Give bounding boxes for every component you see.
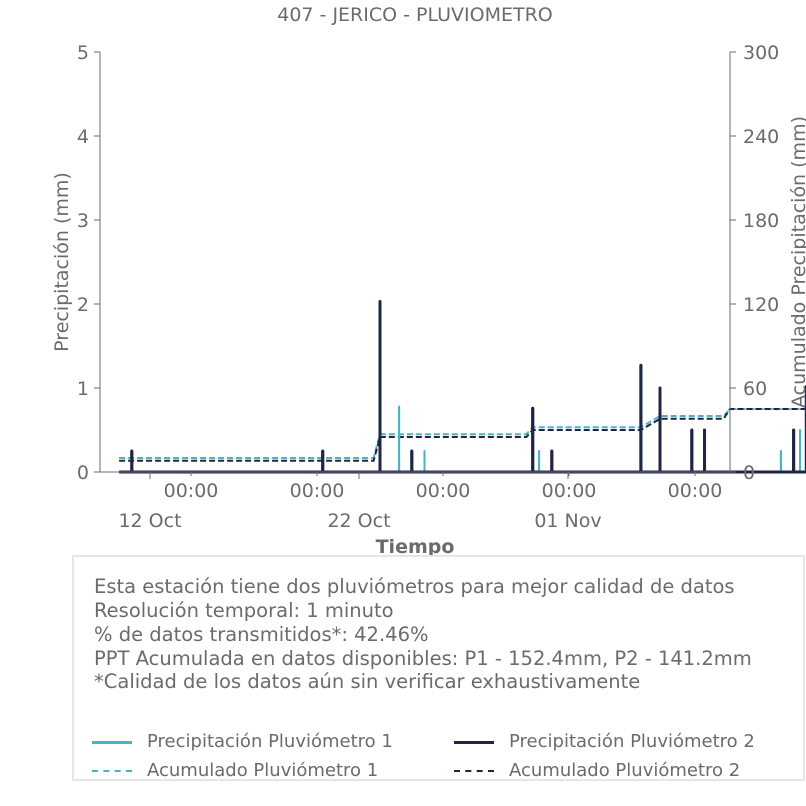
x-date-tick-label: 12 Oct: [118, 510, 181, 532]
chart-title: 407 - JERICO - PLUVIOMETRO: [277, 4, 553, 26]
x-time-tick-label: 00:00: [416, 480, 471, 502]
legend-swatch-a1: [92, 770, 132, 772]
info-line-transmitted: % de datos transmitidos*: 42.46%: [94, 623, 429, 646]
y-left-tick-label: 5: [77, 42, 89, 64]
legend-label-a1: Acumulado Pluviómetro 1: [147, 760, 379, 781]
x-axis-label: Tiempo: [376, 536, 455, 558]
y-axis-right-label: Acumulado Precipitación (mm): [788, 116, 806, 408]
info-box: Esta estación tiene dos pluviómetros par…: [72, 555, 805, 781]
info-line-resolution: Resolución temporal: 1 minuto: [94, 599, 394, 622]
x-date-tick-label: 01 Nov: [534, 510, 601, 532]
info-line-stations: Esta estación tiene dos pluviómetros par…: [94, 575, 735, 598]
legend-label-a2: Acumulado Pluviómetro 2: [509, 760, 741, 781]
y-axis-left-label: Precipitación (mm): [51, 172, 73, 352]
chart-marks: [119, 300, 806, 474]
x-time-tick-label: 00:00: [164, 480, 219, 502]
legend-label-p2: Precipitación Pluviómetro 2: [509, 731, 755, 752]
x-time-tick-label: 00:00: [668, 480, 723, 502]
y-right-tick-label: 120: [743, 294, 779, 316]
series-line-acumulado-2: [119, 408, 806, 462]
y-left-tick-label: 4: [77, 126, 89, 148]
info-line-quality-note: *Calidad de los datos aún sin verificar …: [94, 670, 641, 693]
y-left-tick-label: 0: [77, 462, 89, 484]
y-right-tick-label: 240: [743, 126, 779, 148]
y-right-tick-label: 180: [743, 210, 779, 232]
y-right-tick-label: 0: [743, 462, 755, 484]
y-left-tick-label: 3: [77, 210, 89, 232]
legend-swatch-p1: [92, 741, 132, 744]
series-line-precipitacion-2: [119, 300, 806, 474]
x-time-tick-label: 00:00: [542, 480, 597, 502]
x-date-tick-label: 22 Oct: [327, 510, 390, 532]
y-right-tick-label: 60: [743, 378, 767, 400]
info-line-accumulated: PPT Acumulada en datos disponibles: P1 -…: [94, 647, 752, 670]
y-left-tick-label: 1: [77, 378, 89, 400]
y-left-tick-label: 2: [77, 294, 89, 316]
legend-label-p1: Precipitación Pluviómetro 1: [147, 731, 393, 752]
series-line-acumulado-1: [119, 408, 806, 459]
legend-swatch-p2: [454, 741, 494, 744]
chart-axes: 0 1 2 3 4 5 0 60 120 180 240 300 00:00 00:00 00:00 00:0…: [77, 42, 779, 532]
legend-swatch-a2: [454, 770, 494, 772]
precipitation-chart: 407 - JERICO - PLUVIOMETRO 0 1 2 3 4 5 0 60 120 1…: [51, 4, 806, 558]
y-right-tick-label: 300: [743, 42, 779, 64]
x-time-tick-label: 00:00: [290, 480, 345, 502]
